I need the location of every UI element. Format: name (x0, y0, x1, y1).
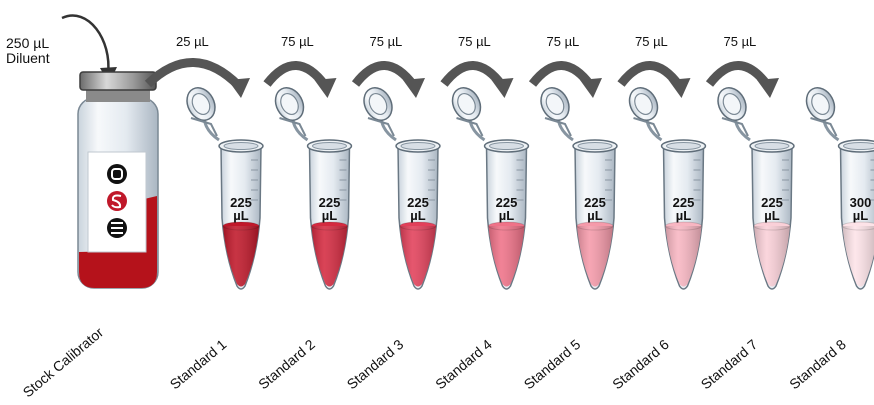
standard-2-unit: µL (322, 208, 337, 223)
standard-6-label: Standard 6 (609, 336, 672, 392)
transfer-arrow-6: 75 µL (621, 34, 691, 98)
transfer-volume-3: 75 µL (370, 34, 403, 49)
standard-5-unit: µL (587, 208, 602, 223)
transfer-volume-5: 75 µL (547, 34, 580, 49)
vial-icon-top (107, 164, 127, 184)
diluent-volume: 250 µL (6, 35, 49, 51)
standard-7-unit: µL (764, 208, 779, 223)
transfer-volume-6: 75 µL (635, 34, 668, 49)
standard-3-label: Standard 3 (344, 336, 407, 392)
transfer-arrow-7: 75 µL (710, 34, 780, 98)
standard-3-unit: µL (410, 208, 425, 223)
stock-calibrator-vial (78, 72, 158, 288)
diluent-name: Diluent (6, 50, 50, 66)
transfer-volume-1: 25 µL (176, 34, 209, 49)
transfer-arrow-3: 75 µL (356, 34, 426, 98)
standard-6-unit: µL (676, 208, 691, 223)
transfer-volume-2: 75 µL (281, 34, 314, 49)
standard-1-unit: µL (233, 208, 248, 223)
standard-4-label: Standard 4 (432, 336, 495, 392)
standard-5-label: Standard 5 (521, 336, 584, 392)
standard-4-unit: µL (499, 208, 514, 223)
standard-1-label: Standard 1 (167, 336, 230, 392)
standard-7-label: Standard 7 (698, 336, 761, 392)
vial-cap (80, 72, 156, 90)
stock-liquid (79, 250, 157, 288)
standard-8-label: Standard 8 (786, 336, 849, 392)
standard-8-unit: µL (853, 208, 868, 223)
transfer-volume-7: 75 µL (724, 34, 757, 49)
transfer-volume-4: 75 µL (458, 34, 491, 49)
diluent-label: 250 µL Diluent (6, 35, 50, 66)
transfer-arrow-2: 75 µL (267, 34, 337, 98)
transfer-arrow-5: 75 µL (533, 34, 603, 98)
transfer-arrow-4: 75 µL (444, 34, 514, 98)
standard-2-label: Standard 2 (255, 336, 318, 392)
stock-calibrator-label: Stock Calibrator (20, 324, 107, 400)
